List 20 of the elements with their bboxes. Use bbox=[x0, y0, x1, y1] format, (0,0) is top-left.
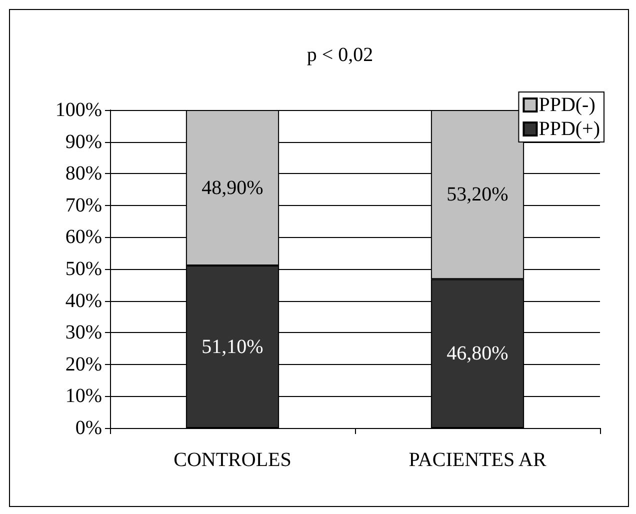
y-tick-label: 70% bbox=[65, 194, 102, 216]
data-label: 46,80% bbox=[446, 342, 508, 365]
data-label: 53,20% bbox=[446, 184, 508, 206]
y-tick-label: 30% bbox=[65, 322, 102, 344]
y-tick-label: 20% bbox=[65, 353, 102, 376]
y-tick-label: 80% bbox=[65, 162, 102, 185]
y-tick-label: 90% bbox=[65, 130, 102, 153]
legend-label: PPD(+) bbox=[538, 118, 600, 140]
x-tick-label: PACIENTES AR bbox=[408, 449, 547, 471]
data-label: 48,90% bbox=[202, 176, 264, 199]
y-tick-label: 0% bbox=[75, 417, 102, 439]
chart-title: p < 0,02 bbox=[306, 44, 374, 66]
y-tick-label: 10% bbox=[65, 385, 102, 408]
y-tick-label: 100% bbox=[55, 99, 102, 121]
y-tick-label: 40% bbox=[65, 290, 102, 312]
y-tick-label: 50% bbox=[65, 258, 102, 280]
y-tick-label: 60% bbox=[65, 226, 102, 248]
x-tick-label: CONTROLES bbox=[174, 449, 292, 471]
data-label: 51,10% bbox=[202, 336, 264, 358]
legend-label: PPD(-) bbox=[538, 94, 596, 116]
